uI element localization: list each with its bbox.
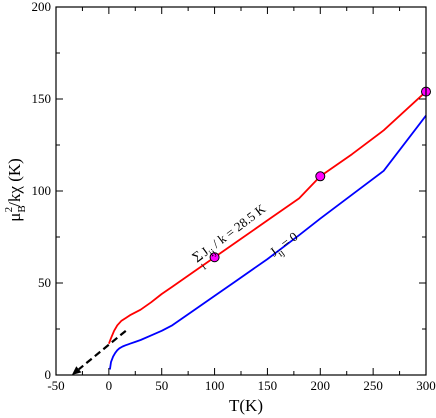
x-tick-label: 50 xyxy=(155,378,168,393)
extrapolation-arrow-line xyxy=(78,329,127,371)
annot-j-sub: ij xyxy=(207,247,218,259)
x-tick-label: 150 xyxy=(258,378,278,393)
blue-curve-annotation: Jij = 0 xyxy=(267,229,303,263)
x-tick-label: 250 xyxy=(363,378,383,393)
x-tick-label: 0 xyxy=(106,378,113,393)
x-tick-label: 300 xyxy=(416,378,436,393)
series-layer xyxy=(108,90,427,370)
series-line-2 xyxy=(109,115,427,370)
x-tick-label: 100 xyxy=(205,378,225,393)
y-axis-title-sup: 2 xyxy=(3,207,15,213)
annot-blue-j-sub: ij xyxy=(276,247,287,259)
plot-frame xyxy=(55,6,427,376)
y-tick-label: 150 xyxy=(32,91,52,106)
data-marker xyxy=(209,252,220,263)
y-axis-title: μB2/kχ (K) xyxy=(3,158,28,222)
y-tick-label: 0 xyxy=(45,367,52,382)
x-axis-title: T(K) xyxy=(229,396,263,415)
extrapolation-arrow-head xyxy=(71,366,82,375)
y-tick-label: 50 xyxy=(38,275,51,290)
x-tick-label: 200 xyxy=(311,378,331,393)
arrow-layer xyxy=(71,329,127,375)
marker-layer xyxy=(209,86,431,263)
series-line-1 xyxy=(108,90,427,345)
x-tick-label: -50 xyxy=(47,378,64,393)
y-tick-label: 100 xyxy=(32,183,52,198)
y-axis-title-sub: B xyxy=(16,205,28,212)
annot-sigma-sub: i xyxy=(200,262,209,273)
y-tick-label: 200 xyxy=(32,0,52,14)
y-axis-title-rest: /kχ (K) xyxy=(5,158,24,207)
data-marker xyxy=(315,171,326,182)
y-axis-title-mu: μ xyxy=(5,213,24,222)
